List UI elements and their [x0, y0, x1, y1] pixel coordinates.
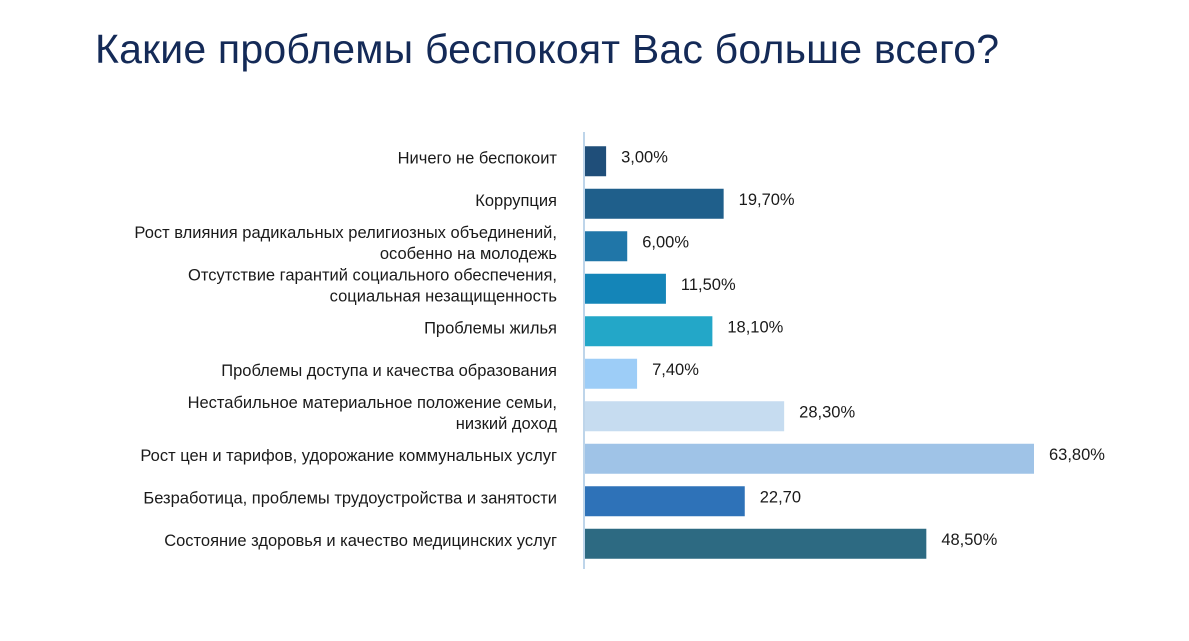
chart-title: Какие проблемы беспокоят Вас больше всег…	[95, 26, 1000, 72]
bar-8	[585, 486, 745, 517]
category-labels-group: Ничего не беспокоит Коррупция Рост влияния…	[134, 149, 557, 550]
bar-6	[585, 401, 785, 432]
bar-7	[585, 443, 1034, 474]
value-label-0: 3,00%	[621, 148, 668, 166]
value-label-5: 7,40%	[652, 361, 699, 379]
value-label-4: 18,10%	[727, 318, 783, 336]
bar-5	[585, 358, 638, 389]
value-label-1: 19,70%	[739, 191, 795, 209]
bars-group	[585, 146, 1034, 559]
category-label-5-0: Проблемы доступа и качества образования	[221, 362, 557, 380]
value-label-2: 6,00%	[642, 233, 689, 251]
category-label-4-0: Проблемы жилья	[424, 319, 557, 337]
category-label-3-0: Отсутствие гарантий социального обеспече…	[188, 266, 557, 284]
category-label-8-0: Безработица, проблемы трудоустройства и …	[143, 489, 557, 507]
value-labels-group: 3,00% 19,70% 6,00% 11,50% 18,10% 7,40% 28,30% 6…	[621, 148, 1105, 549]
category-label-3-1: социальная незащищенность	[330, 287, 557, 305]
value-label-9: 48,50%	[941, 531, 997, 549]
bar-3	[585, 273, 666, 304]
category-label-7-0: Рост цен и тарифов, удорожание коммуналь…	[140, 447, 557, 465]
bar-4	[585, 316, 713, 347]
category-label-0-0: Ничего не беспокоит	[398, 149, 558, 167]
bar-1	[585, 188, 724, 219]
category-label-9-0: Состояние здоровья и качество медицински…	[164, 532, 557, 550]
category-label-1-0: Коррупция	[475, 192, 557, 210]
category-label-2-0: Рост влияния радикальных религиозных объ…	[134, 224, 557, 242]
bar-0	[585, 146, 607, 177]
value-label-7: 63,80%	[1049, 446, 1105, 464]
value-label-8: 22,70	[760, 488, 801, 506]
value-label-3: 11,50%	[681, 276, 736, 294]
bar-2	[585, 231, 628, 262]
category-label-2-1: особенно на молодежь	[380, 245, 557, 263]
category-label-6-0: Нестабильное материальное положение семь…	[188, 394, 557, 412]
bar-9	[585, 528, 927, 559]
category-label-6-1: низкий доход	[456, 415, 558, 433]
value-label-6: 28,30%	[799, 403, 855, 421]
